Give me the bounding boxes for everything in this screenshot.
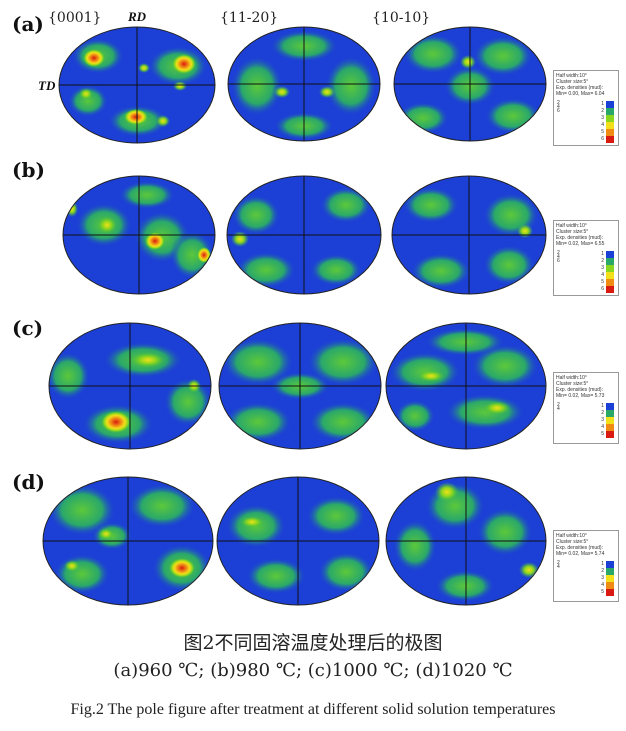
pole-figure-a-0001 — [58, 26, 216, 144]
density-legend-d: Half width:10° Cluster size:5° Exp. dens… — [553, 530, 619, 602]
row-label-b: (b) — [12, 158, 45, 182]
figure-caption-conditions: (a)960 ℃; (b)980 ℃; (c)1000 ℃; (d)1020 ℃ — [113, 660, 513, 681]
color-scale-bar — [606, 403, 614, 438]
pole-figure-c-0001 — [48, 322, 212, 450]
column-label-10-10: {10-10} — [372, 10, 431, 26]
figure-caption-english: Fig.2 The pole figure after treatment at… — [70, 701, 556, 718]
pole-figure-d-0001 — [42, 476, 214, 606]
row-label-c: (c) — [12, 316, 44, 340]
axis-label-td: TD — [38, 78, 56, 93]
pole-figure-b-0001 — [62, 175, 216, 295]
density-legend-c: Half width:10° Cluster size:5° Exp. dens… — [553, 372, 619, 444]
pole-figure-panel: {0001} {11-20} {10-10} RD TD (a) (b) (c)… — [12, 9, 619, 606]
pole-figure-a-10-10 — [393, 26, 547, 142]
pole-figure-d-11-20 — [216, 476, 380, 606]
pole-figure-c-10-10 — [385, 322, 547, 450]
column-label-0001: {0001} — [48, 10, 102, 26]
density-legend-a: Half width:10° Cluster size:5° Exp. dens… — [553, 70, 619, 146]
row-label-d: (d) — [12, 470, 45, 494]
pole-figure-d-10-10 — [385, 476, 547, 606]
pole-figure-b-10-10 — [391, 175, 547, 295]
pole-figure-a-11-20 — [227, 26, 381, 142]
density-legend-b: Half width:10° Cluster size:5° Exp. dens… — [553, 220, 619, 296]
color-scale-bar — [606, 101, 614, 143]
color-scale-bar — [606, 251, 614, 293]
pole-figure-c-11-20 — [218, 322, 382, 450]
color-scale-bar — [606, 561, 614, 596]
row-label-a: (a) — [12, 12, 44, 36]
figure-caption-chinese: 图2不同固溶温度处理后的极图 — [183, 632, 443, 654]
axis-label-rd: RD — [128, 9, 147, 24]
column-label-11-20: {11-20} — [220, 10, 279, 26]
pole-figure-b-11-20 — [226, 175, 382, 295]
